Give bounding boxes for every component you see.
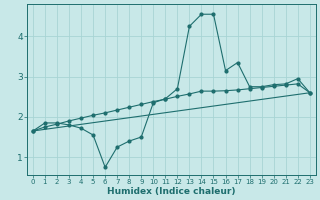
X-axis label: Humidex (Indice chaleur): Humidex (Indice chaleur) [107,187,236,196]
